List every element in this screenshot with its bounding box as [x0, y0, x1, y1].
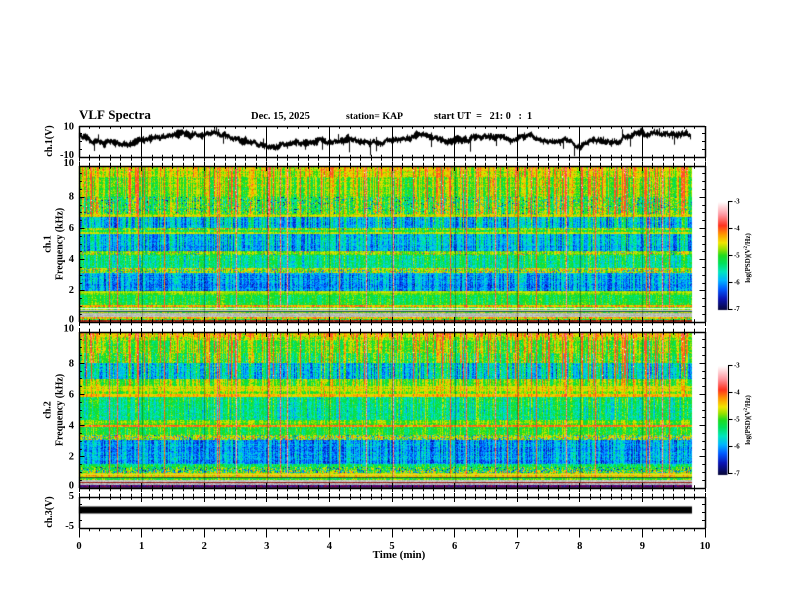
svg-text:7: 7	[515, 541, 520, 552]
svg-text:0: 0	[69, 315, 74, 326]
svg-text:-5: -5	[65, 521, 74, 532]
svg-text:5: 5	[69, 491, 74, 502]
svg-text:1: 1	[139, 541, 144, 552]
svg-text:4: 4	[69, 254, 75, 265]
svg-text:-5: -5	[734, 252, 740, 259]
svg-text:10: 10	[64, 122, 75, 133]
svg-text:10: 10	[700, 541, 711, 552]
svg-text:8: 8	[69, 192, 74, 203]
svg-text:3: 3	[264, 541, 269, 552]
svg-text:0: 0	[69, 481, 74, 492]
svg-text:2: 2	[69, 285, 74, 296]
svg-text:-3: -3	[734, 363, 740, 370]
svg-text:6: 6	[69, 389, 74, 400]
svg-text:10: 10	[64, 158, 75, 169]
svg-text:-3: -3	[734, 199, 740, 206]
svg-text:Time (min): Time (min)	[373, 549, 426, 561]
svg-text:6: 6	[69, 223, 74, 234]
svg-text:8: 8	[69, 358, 74, 369]
svg-text:-7: -7	[734, 306, 740, 313]
svg-text:-4: -4	[734, 226, 740, 233]
svg-text:10: 10	[64, 324, 75, 335]
svg-text:4: 4	[327, 541, 333, 552]
svg-text:2: 2	[69, 452, 74, 463]
svg-text:-10: -10	[60, 150, 74, 161]
svg-text:2: 2	[202, 541, 207, 552]
svg-text:8: 8	[577, 541, 582, 552]
svg-text:-6: -6	[734, 444, 740, 451]
svg-text:-6: -6	[734, 279, 740, 286]
svg-text:-7: -7	[734, 471, 740, 478]
svg-text:5: 5	[389, 541, 394, 552]
svg-text:6: 6	[452, 541, 457, 552]
svg-text:0: 0	[76, 541, 81, 552]
svg-text:9: 9	[640, 541, 645, 552]
svg-text:-4: -4	[734, 390, 740, 397]
svg-text:4: 4	[69, 421, 75, 432]
svg-text:-5: -5	[734, 417, 740, 424]
